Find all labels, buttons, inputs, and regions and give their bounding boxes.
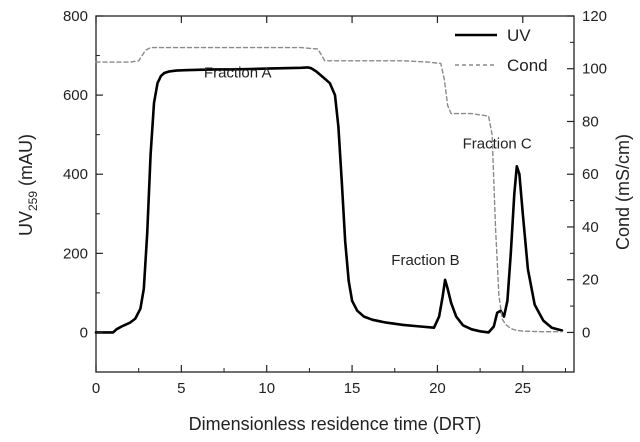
annotations: Fraction A Fraction B Fraction C — [204, 64, 532, 269]
y-left-title-main: UV — [16, 211, 36, 236]
y-right-tick-label: 40 — [582, 219, 599, 236]
y-left-tick-label: 400 — [63, 166, 88, 183]
y-right-tick-label: 100 — [582, 61, 607, 78]
uv-series-line — [94, 66, 564, 334]
y-left-title-unit: (mAU) — [16, 134, 36, 191]
y-right-tick-label: 120 — [582, 8, 607, 25]
y-right-axis-ticks: 0 20 40 60 80 100 120 — [567, 8, 607, 341]
x-tick-label: 5 — [177, 380, 185, 397]
y-left-tick-label: 800 — [63, 8, 88, 25]
legend-uv-label: UV — [507, 26, 531, 45]
y-left-axis-ticks: 0 200 400 600 800 — [63, 8, 103, 341]
x-tick-label: 15 — [344, 380, 361, 397]
y-left-axis-title: UV259 (mAU) — [16, 134, 40, 236]
x-tick-label: 20 — [429, 380, 446, 397]
y-left-tick-label: 0 — [80, 324, 88, 341]
x-axis-title: Dimensionless residence time (DRT) — [189, 414, 482, 434]
x-axis-ticks: 0 5 10 15 20 25 — [92, 16, 566, 397]
fraction-annotation: Fraction B — [391, 252, 459, 269]
y-right-tick-label: 20 — [582, 272, 599, 289]
cond-line-layer — [95, 46, 563, 333]
x-tick-label: 10 — [258, 380, 275, 397]
cond-series-line — [95, 46, 563, 333]
y-right-tick-label: 0 — [582, 324, 590, 341]
x-tick-label: 0 — [92, 380, 100, 397]
y-right-tick-label: 80 — [582, 113, 599, 130]
legend: UV Cond — [455, 26, 548, 75]
plot-border — [95, 15, 575, 373]
fraction-annotation: Fraction A — [204, 64, 272, 81]
x-tick-label: 25 — [514, 380, 531, 397]
uv-line-layer — [94, 66, 564, 334]
y-right-tick-label: 60 — [582, 166, 599, 183]
y-left-title-subscript: 259 — [26, 191, 40, 211]
y-left-tick-label: 200 — [63, 245, 88, 262]
legend-cond-label: Cond — [507, 56, 548, 75]
y-right-axis-title: Cond (mS/cm) — [613, 134, 633, 250]
plot-frame — [95, 15, 575, 373]
fraction-annotation: Fraction C — [463, 136, 532, 153]
y-left-tick-label: 600 — [63, 87, 88, 104]
